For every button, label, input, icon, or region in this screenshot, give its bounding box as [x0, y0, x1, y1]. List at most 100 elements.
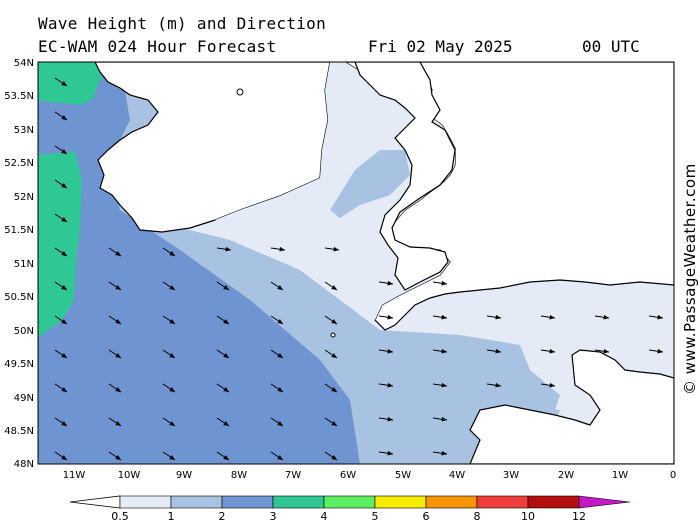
wave-arrow: [324, 349, 338, 359]
wave-arrow: [54, 145, 68, 155]
legend-swatch-3: [272, 495, 325, 509]
map-frame: [37, 61, 675, 465]
legend-swatch-0: [119, 495, 172, 509]
land-wales: [354, 62, 456, 291]
wave-arrow: [486, 382, 502, 388]
wave-arrow: [54, 213, 68, 223]
wave-arrow: [324, 417, 338, 427]
wave-direction-arrows: [54, 77, 664, 461]
wave-arrow: [54, 247, 68, 257]
map-title: Wave Height (m) and Direction: [38, 14, 327, 33]
wave-arrow: [216, 417, 230, 427]
wave-arrow: [162, 383, 176, 393]
wave-arrow: [378, 450, 394, 456]
credit-watermark: © www.PassageWeather.com: [681, 163, 699, 395]
wave-arrow: [108, 383, 122, 393]
lon-label-9w: 9W: [176, 470, 192, 481]
forecast-date: Fri 02 May 2025: [368, 37, 513, 56]
wave-arrow: [162, 451, 176, 461]
legend-tick-8: 8: [474, 510, 481, 523]
lon-label-1w: 1W: [612, 470, 628, 481]
wave-arrow: [270, 246, 286, 252]
wave-arrow: [108, 417, 122, 427]
wave-arrow: [378, 280, 394, 286]
wave-arrow: [216, 349, 230, 359]
lon-label-5w: 5W: [395, 470, 411, 481]
wave-arrow: [270, 383, 284, 393]
wave-arrow: [162, 247, 176, 257]
wave-arrow: [432, 348, 448, 354]
lon-label-3w: 3W: [503, 470, 519, 481]
lat-label-48-5: 48.5N: [4, 426, 34, 437]
lon-label-10w: 10W: [118, 470, 141, 481]
lat-label-54: 54N: [14, 58, 34, 69]
legend-swatch-6: [425, 495, 478, 509]
lat-label-51-5: 51.5N: [4, 225, 34, 236]
legend-swatch-8: [527, 495, 580, 509]
wave-arrow: [108, 247, 122, 257]
wave-arrow: [216, 281, 230, 291]
lat-label-48: 48N: [14, 459, 34, 470]
wave-arrow: [324, 281, 338, 291]
land-brittany: [469, 349, 674, 464]
wave-arrow: [324, 246, 340, 252]
wave-arrow: [594, 314, 610, 320]
wave-arrow: [648, 348, 664, 354]
forecast-time: 00 UTC: [582, 37, 640, 56]
wave-arrow: [270, 451, 284, 461]
wave-arrow: [378, 382, 394, 388]
wave-arrow: [432, 280, 448, 286]
wave-arrow: [270, 281, 284, 291]
wave-arrow: [162, 349, 176, 359]
wave-arrow: [270, 315, 284, 325]
legend-swatch-2: [221, 495, 274, 509]
latitude-axis: 54N 53.5N 53N 52.5N 52N 51.5N 51N 50.5N …: [4, 58, 34, 470]
lat-label-52: 52N: [14, 192, 34, 203]
wave-arrow: [432, 450, 448, 456]
legend-swatch-4: [323, 495, 376, 509]
legend-tick-4: 4: [321, 510, 328, 523]
wave-arrow: [324, 451, 338, 461]
map-subtitle: EC-WAM 024 Hour Forecast: [38, 37, 277, 56]
wave-arrow: [324, 315, 338, 325]
wave-arrow: [378, 314, 394, 320]
legend-tick-10: 10: [521, 510, 535, 523]
lat-label-50: 50N: [14, 326, 34, 337]
wave-arrow: [540, 382, 556, 388]
lat-label-51: 51N: [14, 259, 34, 270]
legend-tick-0-5: 0.5: [111, 510, 129, 523]
wave-arrow: [162, 315, 176, 325]
lon-label-4w: 4W: [449, 470, 465, 481]
lat-label-50-5: 50.5N: [4, 292, 34, 303]
legend-low-tip: [69, 495, 121, 509]
wave-arrow: [270, 417, 284, 427]
island-scilly: [330, 332, 336, 338]
wave-arrow: [270, 349, 284, 359]
longitude-axis: 11W 10W 9W 8W 7W 6W 5W 4W 3W 2W 1W 0: [63, 470, 677, 481]
land-ireland: [94, 62, 331, 233]
wave-arrow: [594, 348, 610, 354]
wave-arrow: [216, 315, 230, 325]
sea-irish-sea: [215, 62, 455, 320]
lon-label-2w: 2W: [558, 470, 574, 481]
legend-swatch-5: [374, 495, 427, 509]
lat-label-52-5: 52.5N: [4, 158, 34, 169]
wave-arrow: [108, 281, 122, 291]
lon-label-11w: 11W: [63, 470, 86, 481]
wave-arrow: [216, 451, 230, 461]
lon-label-6w: 6W: [340, 470, 356, 481]
wave-arrow: [54, 383, 68, 393]
wave-arrow: [54, 281, 68, 291]
wave-arrow: [378, 416, 394, 422]
wave-arrow: [216, 383, 230, 393]
wave-arrow: [108, 315, 122, 325]
wave-arrow: [324, 383, 338, 393]
wave-arrow: [54, 77, 68, 87]
wave-arrow: [432, 314, 448, 320]
wave-arrow: [54, 451, 68, 461]
lat-label-49-5: 49.5N: [4, 359, 34, 370]
colour-legend: 0.5 1 2 3 4 5 6 8 10 12: [69, 495, 631, 523]
wave-arrow: [54, 349, 68, 359]
wave-arrow: [54, 179, 68, 189]
wave-arrow: [54, 315, 68, 325]
